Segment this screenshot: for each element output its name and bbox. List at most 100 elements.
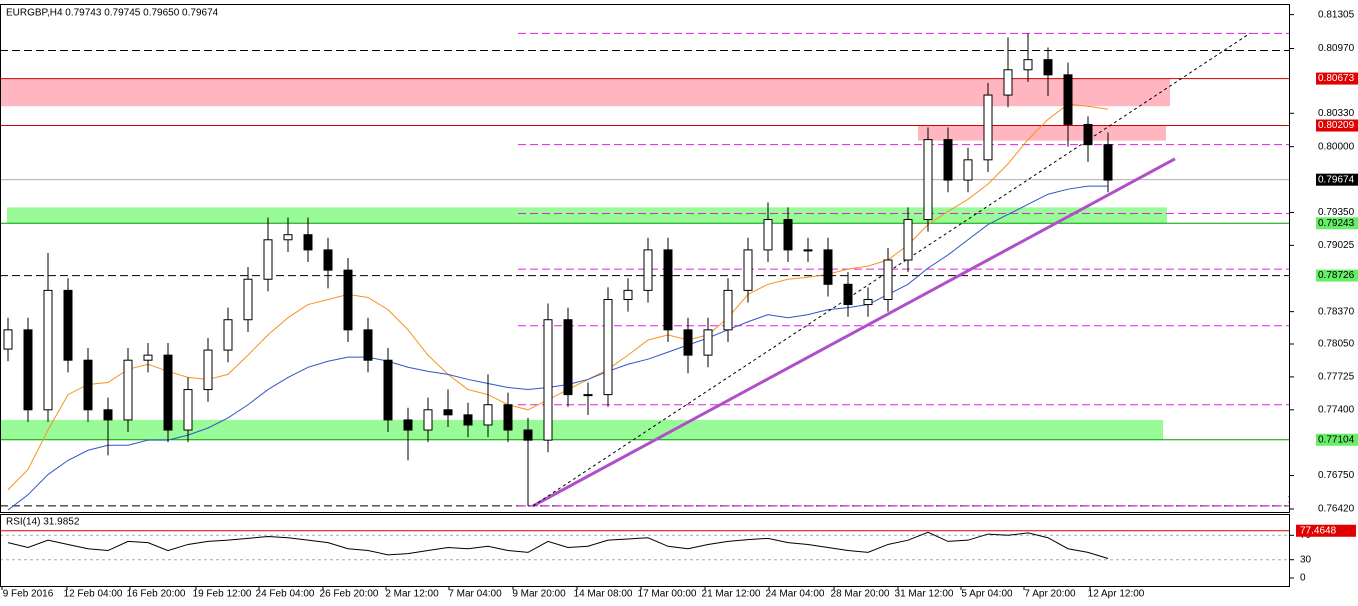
x-tick-label: 26 Feb 20:00 [320,589,379,600]
candle-body [443,409,453,416]
candle-body [1103,144,1113,181]
x-tick-label: 19 Feb 12:00 [193,589,252,600]
candle-body [263,239,273,280]
zone-band [0,78,1170,107]
y-tick-label: 0.79350 [1318,207,1355,218]
candle-body [743,249,753,291]
candle-body [1023,59,1033,71]
rsi-tick-label: 30 [1300,554,1312,565]
y-tick-label: 0.77400 [1318,404,1355,415]
y-tick-label: 0.76750 [1318,470,1355,481]
candle-body [543,319,553,441]
candle-body [523,429,533,441]
main-plot: 61.850.038.20.023.638.250.061.878.6100.0 [0,32,1312,511]
price-label-box [1316,72,1358,85]
x-tick-label: 24 Feb 04:00 [256,589,315,600]
candle-body [863,298,873,306]
price-label-box [1316,269,1358,282]
rsi-frame [0,514,1290,587]
candle-body [883,259,893,300]
candle-body [563,319,573,396]
x-tick-label: 24 Mar 04:00 [766,589,825,600]
candle-body [783,219,793,251]
candle-body [603,298,613,396]
candle-body [183,389,193,431]
candle-body [123,359,133,421]
candle-body [403,419,413,431]
y-tick-label: 0.81305 [1318,9,1355,20]
candle-body [83,359,93,411]
y-tick-label: 0.78370 [1318,306,1355,317]
moving-average [7,185,1108,511]
zone-band [7,207,1167,224]
rsi-plot [0,530,1290,561]
candle-body [103,409,113,421]
price-label-box [1316,433,1358,446]
y-tick-label: 0.79025 [1318,240,1355,251]
x-tick-label: 9 Mar 20:00 [512,589,566,600]
rsi-level-label: 77.4648 [1300,525,1337,536]
candle-body [963,159,973,181]
candle-body [23,329,33,411]
price-label: 0.80673 [1318,73,1355,84]
candle-body [763,219,773,251]
x-tick-label: 21 Mar 12:00 [702,589,761,600]
fib-label: 100.0 [1287,495,1312,506]
candle-body [1083,123,1093,146]
y-tick-label: 0.80970 [1318,43,1355,54]
rsi-level-box [1296,524,1356,537]
candle-body [43,289,53,411]
candle-body [1063,74,1073,125]
candle-body [803,249,813,252]
candle-body [823,249,833,285]
rsi-title: RSI(14) 31.9852 [6,517,80,528]
y-tick-label: 0.78050 [1318,339,1355,350]
rsi-line [7,531,1109,559]
price-label: 0.80209 [1318,120,1355,131]
candle-body [303,234,313,251]
x-tick-label: 12 Apr 12:00 [1088,589,1145,600]
candle-body [503,404,513,431]
price-label: 0.79674 [1318,174,1355,185]
price-label-box [1316,217,1358,230]
candle-body [1003,69,1013,96]
candle-body [663,249,673,331]
x-tick-label: 28 Mar 20:00 [831,589,890,600]
x-tick-label: 31 Mar 12:00 [895,589,954,600]
candle-body [703,329,713,356]
x-tick-label: 9 Feb 2016 [3,589,54,600]
candle-body [463,414,473,426]
candle-body [723,289,733,331]
x-tick-label: 14 Mar 08:00 [574,589,633,600]
candle-body [343,269,353,331]
candle-body [363,329,373,361]
x-tick-label: 7 Mar 04:00 [448,589,502,600]
x-tick-label: 16 Feb 20:00 [127,589,186,600]
y-tick-label: 0.80330 [1318,108,1355,119]
x-tick-label: 5 Apr 04:00 [961,589,1013,600]
candle-body [843,283,853,306]
candle-body [923,139,933,221]
candle-body [243,278,253,321]
y-tick-label: 0.77725 [1318,372,1355,383]
candle-body [483,404,493,426]
candle-body [283,234,293,241]
chart-title: EURGBP,H4 0.79743 0.79745 0.79650 0.7967… [6,8,219,19]
x-tick-label: 12 Feb 04:00 [64,589,123,600]
candle-body [623,289,633,300]
trendline [532,157,1176,508]
x-tick-label: 17 Mar 00:00 [638,589,697,600]
candle-body [383,359,393,421]
x-tick-label: 2 Mar 12:00 [385,589,439,600]
candle-body [583,394,593,397]
price-label: 0.77104 [1318,434,1355,445]
candle-body [163,354,173,431]
trendline [532,32,1251,507]
zone-band [0,419,1163,440]
candle-body [643,249,653,291]
candle-body [983,94,993,161]
axes: 0.81305 0.80970 0.80330 0.80000 0.79350 0.790… [1,9,1358,600]
zone-band [918,125,1166,141]
x-tick-label: 7 Apr 20:00 [1024,589,1076,600]
